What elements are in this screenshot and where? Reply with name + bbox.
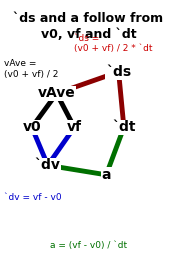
Text: `dv: `dv — [35, 158, 61, 172]
Text: v0: v0 — [22, 120, 41, 134]
Text: vAve =
(v0 + vf) / 2: vAve = (v0 + vf) / 2 — [4, 59, 58, 79]
Text: `ds =
(v0 + vf) / 2 * `dt: `ds = (v0 + vf) / 2 * `dt — [74, 34, 153, 53]
Text: vf: vf — [67, 120, 82, 134]
Text: `ds and a follow from
v0, vf and `dt: `ds and a follow from v0, vf and `dt — [13, 12, 164, 41]
Text: vAve: vAve — [38, 86, 76, 101]
Text: a: a — [101, 168, 111, 182]
Text: `dv = vf - v0: `dv = vf - v0 — [4, 193, 61, 202]
Text: `ds: `ds — [106, 65, 131, 79]
Text: a = (vf - v0) / `dt: a = (vf - v0) / `dt — [50, 241, 127, 250]
Text: `dt: `dt — [112, 120, 136, 134]
